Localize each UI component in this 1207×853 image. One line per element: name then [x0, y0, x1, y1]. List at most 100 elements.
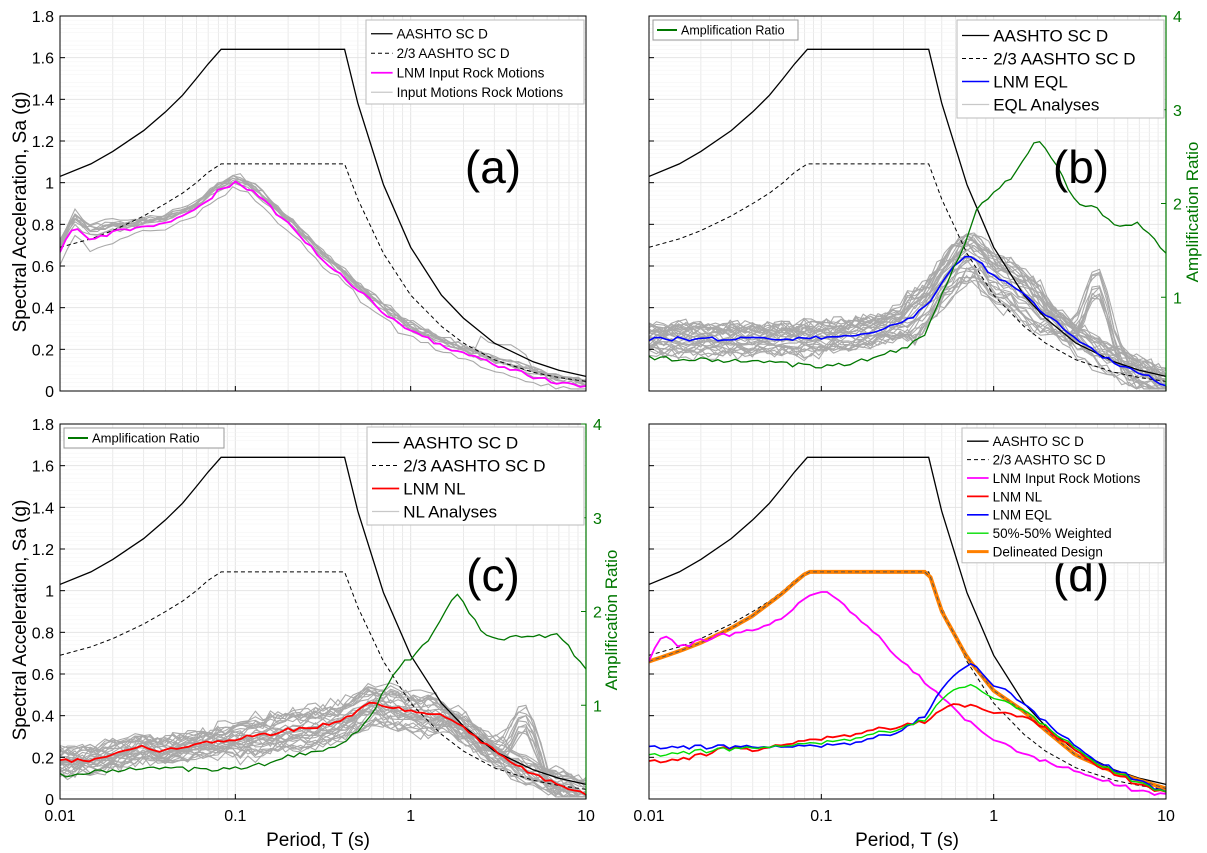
legend-label: EQL Analyses [993, 96, 1099, 115]
y-tick-label: 1.4 [32, 500, 54, 517]
tick-marks [59, 423, 587, 800]
lnm-eql-line [649, 255, 1166, 387]
legend: AASHTO SC D 2/3 AASHTO SC D LNM Input Rock… [365, 19, 585, 105]
y-tick-label: 1 [45, 176, 54, 193]
tick-marks [648, 423, 1167, 800]
aashto-two-thirds-line [60, 163, 586, 382]
y-axis-label-top: Spectral Acceleration, Sa (g) [10, 92, 31, 333]
legend: AASHTO SC D 2/3 AASHTO SC D LNM NL NL Analy… [366, 426, 585, 526]
axes-box [648, 423, 1167, 800]
y-tick-label: 1 [45, 584, 54, 601]
ratio-tick-label: 3 [593, 511, 602, 528]
analysis-line [60, 177, 586, 382]
legend-label: AASHTO SC D [403, 434, 518, 453]
x-tick-label: 0.1 [224, 808, 246, 825]
ratio-tick-label: 1 [593, 698, 602, 715]
legend: AASHTO SC D 2/3 AASHTO SC D LNM Input Rock… [961, 427, 1165, 564]
plot-area [60, 48, 586, 390]
ratio-axis-label-top: Amplification Ratio [1183, 142, 1202, 283]
ratio-tick-label: 2 [1173, 197, 1182, 214]
analysis-line [649, 267, 1166, 390]
y-tick-label: 0.8 [32, 217, 54, 234]
legend-label: 50%-50% Weighted [993, 526, 1112, 541]
analysis-line [60, 706, 586, 796]
x-tick-label: 10 [1157, 808, 1175, 825]
analysis-line [60, 182, 586, 387]
legend-box [366, 426, 585, 526]
ratio-tick-label: 4 [1173, 9, 1182, 26]
analysis-line [60, 686, 586, 782]
analysis-line [60, 687, 586, 781]
panel-b: 1 2 3 4 (b) AASHTO SC D 2/3 AASHTO SC D LNM EQL… [648, 9, 1182, 392]
legend-label: Delineated Design [993, 544, 1103, 559]
legend-label: AASHTO SC D [397, 27, 489, 42]
amplification-ratio-line [60, 593, 586, 778]
x-tick-label: 0.01 [633, 808, 664, 825]
y-tick-label: 0.2 [32, 342, 54, 359]
analysis-line [60, 175, 586, 384]
delineated-design-dash [649, 571, 1166, 790]
y-tick-label: 0 [45, 792, 54, 809]
y-tick-label: 0.2 [32, 750, 54, 767]
analysis-line [60, 704, 586, 798]
x-tick-label: 0.01 [44, 808, 75, 825]
y-axis-label-bottom: Spectral Acceleration, Sa (g) [10, 500, 31, 741]
analysis-line [649, 256, 1166, 388]
panel-d: 0.01 0.1 1 10(d)AASHTO SC D2/3 AASHTO SC DL… [633, 423, 1175, 825]
legend-box [365, 19, 585, 105]
legend-label: LNM EQL [993, 508, 1053, 523]
aashto-line [60, 48, 586, 378]
legend-label: 2/3 AASHTO SC D [993, 452, 1106, 467]
x-tick-label: 1 [406, 808, 415, 825]
analysis-line [649, 244, 1166, 384]
grid [60, 16, 586, 391]
aashto-two-thirds-line [649, 571, 1166, 790]
axes-box [59, 15, 587, 392]
y-tick-label: 1.4 [32, 92, 54, 109]
aashto-two-thirds-line [649, 163, 1166, 382]
aashto-line [60, 456, 586, 786]
legend-label: LNM EQL [993, 73, 1068, 92]
lnm-input-rock-motions-line [649, 591, 1166, 796]
analyses-bundle [60, 682, 586, 798]
ratio-legend-box [652, 19, 799, 41]
legend-label: LNM Input Rock Motions [993, 471, 1141, 486]
x-axis-label-right: Period, T (s) [855, 830, 959, 851]
analysis-line [60, 716, 586, 798]
analysis-line [649, 270, 1166, 390]
x-tick-label: 1 [989, 808, 998, 825]
lnm-eql-line [649, 662, 1166, 793]
analysis-line [60, 178, 586, 384]
y-tick-label: 1.8 [32, 9, 54, 26]
ratio-axis-label-bottom: Amplification Ratio [602, 550, 621, 691]
y-tick-label: 0.6 [32, 259, 54, 276]
y-tick-label: 0.6 [32, 667, 54, 684]
y-tick-label: 1.2 [32, 542, 54, 559]
lnm-nl-line [60, 701, 586, 796]
ratio-tick-label: 4 [593, 417, 602, 434]
analysis-line [60, 682, 586, 785]
legend: AASHTO SC D 2/3 AASHTO SC D LNM EQL EQL Ana… [956, 19, 1165, 119]
y-tick-label: 0 [45, 384, 54, 401]
aashto-line [649, 48, 1166, 378]
analysis-line [60, 719, 586, 798]
analysis-line [649, 238, 1166, 375]
analysis-line [649, 232, 1166, 376]
ratio-legend: Amplification Ratio [652, 19, 799, 41]
ratio-tick-label: 1 [1173, 290, 1182, 307]
legend-label: NL Analyses [403, 503, 497, 522]
analysis-line [649, 276, 1166, 390]
panel-label: (c) [466, 549, 520, 601]
ratio-legend-label: Amplification Ratio [681, 24, 785, 38]
legend-box [961, 427, 1165, 564]
analysis-line [60, 173, 586, 381]
tick-marks [648, 15, 1167, 392]
legend-label: AASHTO SC D [993, 27, 1108, 46]
ratio-legend-box [63, 427, 225, 449]
legend-label: LNM NL [993, 489, 1043, 504]
ratio-tick-label: 3 [1173, 103, 1182, 120]
plot-area [649, 456, 1166, 796]
analysis-line [649, 240, 1166, 382]
analysis-line [60, 685, 586, 785]
